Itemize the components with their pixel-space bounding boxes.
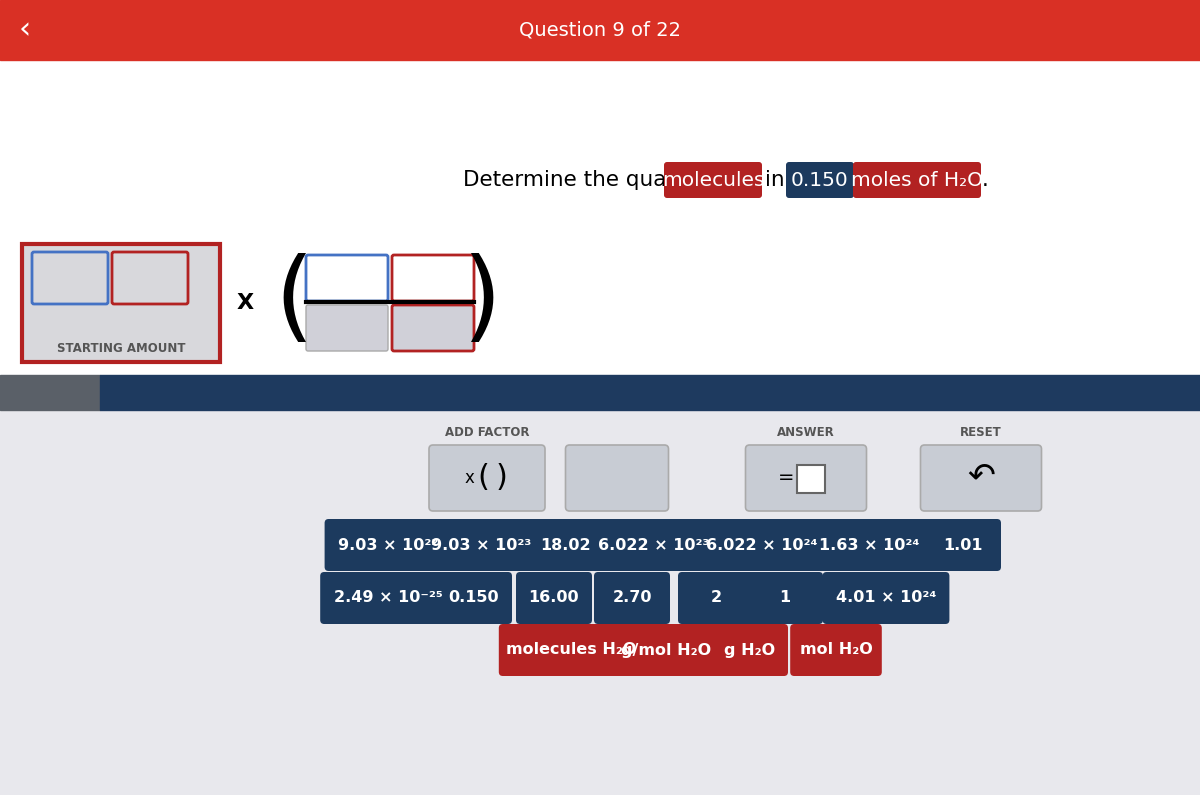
FancyBboxPatch shape: [112, 252, 188, 304]
FancyBboxPatch shape: [32, 252, 108, 304]
FancyBboxPatch shape: [797, 465, 826, 493]
Text: mol H₂O: mol H₂O: [799, 642, 872, 657]
FancyBboxPatch shape: [712, 624, 788, 676]
Bar: [0, 410, 1200, 795]
Text: 2: 2: [710, 591, 721, 606]
FancyBboxPatch shape: [499, 624, 643, 676]
FancyBboxPatch shape: [791, 624, 882, 676]
FancyBboxPatch shape: [925, 519, 1001, 571]
FancyBboxPatch shape: [528, 519, 604, 571]
Text: Determine the quantity of: Determine the quantity of: [463, 170, 743, 190]
Text: 0.150: 0.150: [791, 170, 848, 189]
Text: g/mol H₂O: g/mol H₂O: [620, 642, 712, 657]
Bar: [100, 375, 1200, 410]
Text: in: in: [766, 170, 785, 190]
Text: 2.70: 2.70: [612, 591, 652, 606]
Text: 1.01: 1.01: [943, 537, 983, 553]
FancyBboxPatch shape: [745, 445, 866, 511]
Text: (: (: [275, 253, 313, 350]
Text: ‹: ‹: [19, 15, 31, 45]
FancyBboxPatch shape: [695, 519, 830, 571]
Text: 1.63 × 10²⁴: 1.63 × 10²⁴: [818, 537, 919, 553]
FancyBboxPatch shape: [664, 162, 762, 198]
Text: 0.150: 0.150: [449, 591, 499, 606]
Text: 9.03 × 10²²: 9.03 × 10²²: [338, 537, 438, 553]
FancyBboxPatch shape: [418, 519, 545, 571]
Text: X: X: [236, 293, 253, 313]
Text: 18.02: 18.02: [541, 537, 592, 553]
Text: moles of H₂O: moles of H₂O: [851, 170, 983, 189]
FancyBboxPatch shape: [823, 572, 949, 624]
Text: 6.022 × 10²³: 6.022 × 10²³: [599, 537, 709, 553]
Text: Question 9 of 22: Question 9 of 22: [520, 21, 682, 40]
FancyBboxPatch shape: [436, 572, 512, 624]
FancyBboxPatch shape: [678, 572, 754, 624]
Text: STARTING AMOUNT: STARTING AMOUNT: [56, 343, 185, 355]
FancyBboxPatch shape: [306, 305, 388, 351]
FancyBboxPatch shape: [805, 519, 932, 571]
Text: .: .: [982, 170, 989, 190]
Text: 1: 1: [780, 591, 791, 606]
FancyBboxPatch shape: [786, 162, 854, 198]
Bar: [0, 375, 100, 410]
FancyBboxPatch shape: [324, 519, 451, 571]
Text: ANSWER: ANSWER: [778, 425, 835, 439]
Text: 2.49 × 10⁻²⁵: 2.49 × 10⁻²⁵: [334, 591, 443, 606]
Text: ADD FACTOR: ADD FACTOR: [445, 425, 529, 439]
Text: molecules: molecules: [661, 170, 764, 189]
FancyBboxPatch shape: [594, 572, 670, 624]
FancyBboxPatch shape: [430, 445, 545, 511]
Text: ↶: ↶: [967, 460, 995, 492]
Text: RESET: RESET: [960, 425, 1002, 439]
FancyBboxPatch shape: [587, 519, 722, 571]
Text: 9.03 × 10²³: 9.03 × 10²³: [431, 537, 532, 553]
Text: ): ): [462, 253, 502, 350]
FancyBboxPatch shape: [920, 445, 1042, 511]
Text: ): ): [496, 463, 506, 492]
FancyBboxPatch shape: [565, 445, 668, 511]
FancyBboxPatch shape: [612, 624, 720, 676]
FancyBboxPatch shape: [306, 255, 388, 301]
Text: 6.022 × 10²⁴: 6.022 × 10²⁴: [707, 537, 817, 553]
Text: x: x: [464, 469, 474, 487]
Text: g H₂O: g H₂O: [725, 642, 775, 657]
FancyBboxPatch shape: [392, 255, 474, 301]
Text: 4.01 × 10²⁴: 4.01 × 10²⁴: [836, 591, 936, 606]
FancyBboxPatch shape: [320, 572, 456, 624]
Text: molecules H₂O: molecules H₂O: [506, 642, 636, 657]
FancyBboxPatch shape: [516, 572, 592, 624]
Text: =: =: [778, 468, 794, 487]
FancyBboxPatch shape: [22, 244, 220, 362]
FancyBboxPatch shape: [746, 572, 823, 624]
Bar: [0, 60, 1200, 375]
Text: (: (: [478, 463, 488, 492]
FancyBboxPatch shape: [392, 305, 474, 351]
Text: 16.00: 16.00: [529, 591, 580, 606]
Bar: [0, 0, 1200, 60]
FancyBboxPatch shape: [853, 162, 982, 198]
